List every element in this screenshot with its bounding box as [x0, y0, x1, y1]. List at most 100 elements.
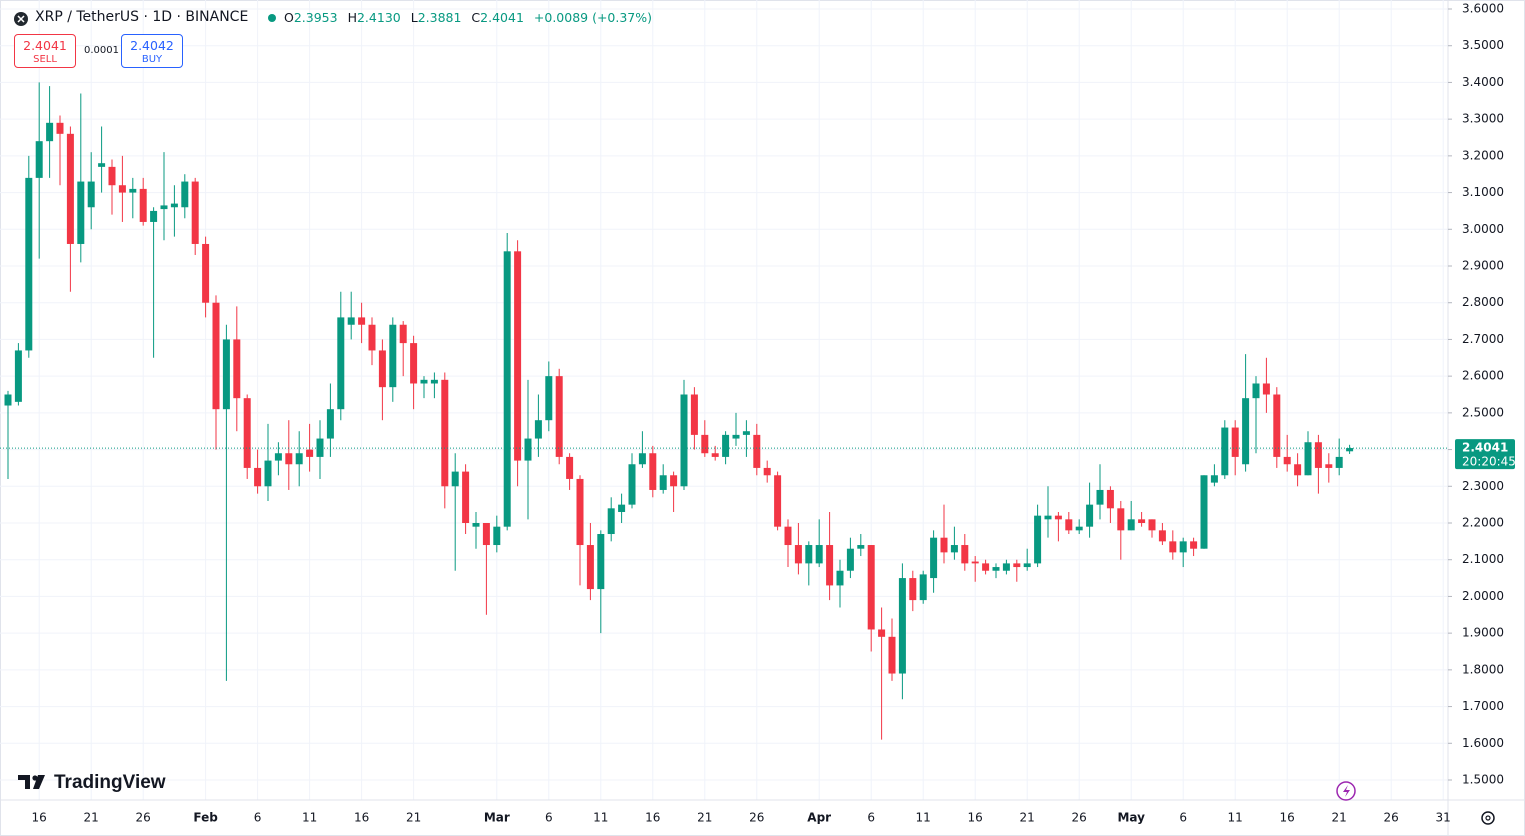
y-tick-label: 1.7000	[1462, 699, 1504, 713]
y-tick-label: 2.8000	[1462, 295, 1504, 309]
candle-body	[680, 394, 688, 487]
candle-body	[846, 548, 854, 571]
status-dot	[268, 14, 276, 22]
candle-body	[482, 523, 490, 546]
buy-price[interactable]: 2.4042	[130, 38, 174, 53]
candle-body	[784, 526, 792, 546]
candle-body	[1283, 456, 1291, 465]
candle-body	[14, 350, 22, 402]
y-tick-label: 3.4000	[1462, 75, 1504, 89]
symbol-x[interactable]	[17, 15, 25, 23]
candle-body	[690, 394, 698, 435]
candle-body	[638, 453, 646, 465]
candle-body	[1335, 456, 1343, 468]
y-tick-label: 2.3000	[1462, 479, 1504, 493]
candle-body	[378, 350, 386, 388]
x-tick-label: 6	[1179, 811, 1187, 825]
candle-body	[524, 438, 532, 461]
candle-body	[35, 141, 43, 178]
candle-body	[1200, 475, 1208, 549]
logo: TradingView	[18, 772, 166, 793]
candle-body	[649, 453, 657, 490]
candle-body	[191, 181, 199, 244]
y-tick-label: 3.3000	[1462, 112, 1504, 126]
candle-body	[1169, 541, 1177, 553]
x-tick-label: 31	[1436, 811, 1451, 825]
candle-body	[1273, 394, 1281, 457]
candle-body	[25, 177, 33, 351]
candle-body	[1242, 398, 1250, 465]
candle-body	[493, 526, 501, 546]
y-tick-label: 3.5000	[1462, 38, 1504, 52]
candle-body	[940, 537, 948, 553]
candle-body	[337, 317, 345, 410]
y-tick-label: 2.5000	[1462, 405, 1504, 419]
candle-body	[1075, 526, 1083, 531]
x-tick-label: 16	[32, 811, 47, 825]
buy-label[interactable]: BUY	[141, 54, 163, 65]
lightning-glyph[interactable]	[1343, 785, 1350, 797]
x-tick-label: 26	[749, 811, 764, 825]
candle-body	[472, 523, 480, 527]
y-tick-label: 1.8000	[1462, 662, 1504, 676]
x-tick-label: Mar	[484, 811, 510, 825]
candle-body	[763, 467, 771, 476]
candle-body	[618, 504, 626, 512]
candle-body	[1034, 515, 1042, 564]
y-tick-label: 3.1000	[1462, 185, 1504, 199]
symbol-title: XRP / TetherUS · 1D · BINANCE	[35, 9, 249, 25]
sell-button[interactable]: 2.4041 SELL	[14, 34, 76, 68]
sell-label[interactable]: SELL	[33, 54, 57, 65]
x-tick-label: 21	[84, 811, 99, 825]
candle-body	[181, 181, 189, 208]
candle-body	[1065, 519, 1073, 531]
y-tick-label: 1.6000	[1462, 736, 1504, 750]
candle-body	[888, 636, 896, 674]
candle-body	[108, 166, 116, 186]
logo-mark	[33, 775, 45, 789]
settings-button[interactable]	[1481, 811, 1495, 825]
lightning-button[interactable]	[1336, 781, 1356, 801]
candle-body	[815, 545, 823, 564]
candle-body	[1252, 383, 1260, 399]
grid	[0, 0, 1448, 800]
symbol-icon[interactable]	[14, 12, 28, 26]
x-tick-label: 21	[1332, 811, 1347, 825]
candle-body	[368, 324, 376, 351]
candle-body	[1231, 427, 1239, 457]
logo-mark	[18, 775, 30, 789]
candle-body	[1325, 464, 1333, 468]
gear-hub[interactable]	[1485, 815, 1491, 821]
x-tick-label: 21	[697, 811, 712, 825]
x-tick-label: 6	[867, 811, 875, 825]
x-tick-label: 21	[406, 811, 421, 825]
candle-body	[1179, 541, 1187, 553]
candle-body	[326, 409, 334, 439]
candle-body	[306, 449, 314, 457]
candle-body	[701, 434, 709, 454]
gear[interactable]	[1481, 811, 1495, 825]
candle-body	[971, 561, 979, 564]
candle-body	[1221, 427, 1229, 476]
sell-price[interactable]: 2.4041	[23, 38, 67, 53]
candle-body	[961, 545, 969, 564]
buy-button[interactable]: 2.4042 BUY	[121, 34, 183, 68]
candle-body	[1314, 442, 1322, 468]
candle-body	[836, 570, 844, 586]
candle-body	[1262, 383, 1270, 395]
x-tick-label: 16	[645, 811, 660, 825]
candle-body	[930, 537, 938, 579]
ohlc-label: C	[471, 10, 481, 25]
candle-body	[264, 460, 272, 487]
candle-body	[898, 578, 906, 674]
candle-body	[212, 302, 220, 410]
candle-body	[566, 456, 574, 479]
candle-body	[1096, 489, 1104, 505]
ohlc-legend: O2.3953 H2.4130 L2.3881 C2.4041 +0.0089 …	[284, 10, 658, 25]
candle-body	[794, 545, 802, 564]
candle-body	[753, 434, 761, 468]
ohlc-label: O	[284, 10, 294, 25]
x-tick-label: 11	[593, 811, 608, 825]
candle-body	[1117, 508, 1125, 531]
